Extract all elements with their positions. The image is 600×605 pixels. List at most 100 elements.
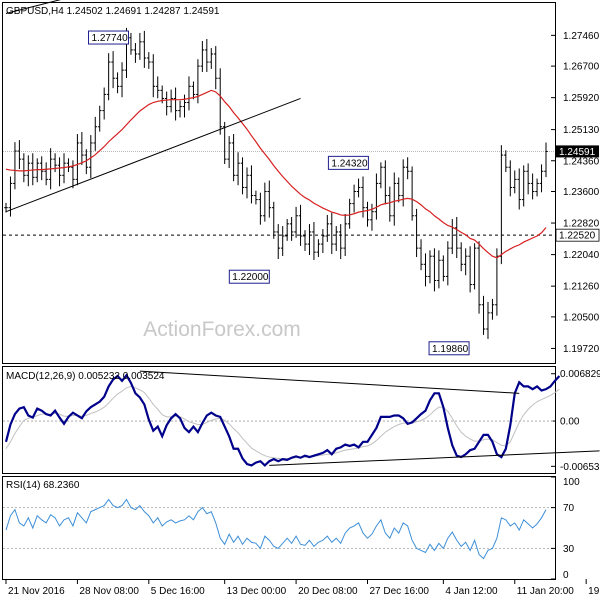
price-bar — [508, 160, 513, 197]
price-bar — [530, 173, 535, 200]
price-tick-label: 1.24360 — [563, 156, 600, 167]
rsi-lines — [5, 498, 547, 560]
moving-average-line — [5, 89, 547, 259]
price-bar — [343, 213, 347, 257]
price-bar — [276, 224, 281, 260]
price-reference-lines: 1.24591 1.22520 — [3, 145, 600, 242]
price-bar — [106, 53, 111, 101]
price-bars — [4, 27, 548, 339]
price-tick-label: 1.26700 — [563, 62, 600, 73]
rsi-tick-label: 70 — [563, 503, 575, 514]
price-bar — [454, 216, 459, 259]
annotation-box — [327, 155, 369, 170]
rsi-y-axis: 100 70 30 0 — [3, 476, 580, 581]
annotation-box — [228, 269, 270, 284]
annotation-box — [428, 341, 470, 356]
price-bar — [486, 301, 490, 339]
price-bar — [517, 168, 522, 210]
macd-upper — [139, 370, 520, 394]
price-bar — [374, 173, 379, 220]
price-bar — [446, 241, 450, 286]
x-tick-label: 11 Jan 20:00 — [517, 586, 575, 597]
price-bar — [477, 241, 481, 314]
price-bar — [57, 157, 62, 187]
price-bar — [205, 39, 209, 72]
price-bar — [316, 239, 321, 258]
price-bar — [151, 54, 156, 98]
price-bar — [258, 192, 263, 225]
price-bar — [133, 43, 138, 63]
price-tick-label: 1.22820 — [563, 219, 600, 230]
price-bar — [263, 182, 267, 222]
price-bar — [312, 222, 316, 261]
price-bar — [352, 184, 356, 213]
macd-lower — [269, 450, 600, 466]
rsi-tick-label: 0 — [563, 570, 569, 581]
price-bar — [441, 255, 446, 282]
price-bar — [396, 177, 401, 203]
price-bar — [209, 48, 214, 69]
price-bar — [236, 152, 240, 186]
price-bar — [419, 239, 423, 271]
price-bar — [169, 89, 173, 113]
current-price-box — [556, 145, 599, 158]
price-bar — [53, 153, 57, 173]
price-bar — [388, 186, 392, 222]
price-bar — [88, 135, 93, 179]
annotation-label: 1.27740 — [91, 33, 128, 44]
annotation-label: 1.22000 — [232, 272, 269, 283]
annotation: 1.22000 — [228, 269, 270, 284]
price-bar — [459, 242, 464, 272]
price-bar — [240, 157, 245, 195]
support-box — [555, 228, 600, 242]
price-bar — [4, 202, 8, 213]
x-tick-label: 5 Dec 16:00 — [151, 586, 205, 597]
channel-lower — [5, 97, 301, 213]
price-bar — [155, 76, 160, 99]
price-bar — [271, 201, 276, 239]
price-bar — [432, 248, 437, 292]
price-tick-label: 1.25920 — [563, 93, 600, 104]
annotation-box — [87, 30, 129, 45]
annotation: 1.24320 — [327, 155, 369, 170]
macd-tick-label: 0.006829 — [560, 369, 600, 380]
price-bar — [75, 134, 80, 186]
price-bar — [437, 250, 441, 289]
price-bar — [472, 243, 477, 290]
x-tick-label: 4 Jan 12:00 — [445, 586, 498, 597]
price-bar — [13, 142, 17, 190]
price-bar — [39, 156, 44, 181]
price-bar — [254, 190, 258, 205]
price-bar — [187, 76, 191, 111]
rsi-label: RSI(14) 68.2360 — [6, 480, 80, 491]
macd-tick-label: 0.00 — [560, 417, 580, 428]
price-bar — [231, 134, 236, 182]
price-bar — [138, 32, 142, 60]
price-tick-label: 1.22040 — [563, 250, 600, 261]
price-y-axis: 1.27460 1.26700 1.25920 1.25130 1.24360 1.236… — [551, 31, 600, 355]
annotation-label: 1.24320 — [331, 158, 368, 169]
price-tick-label: 1.19720 — [563, 344, 600, 355]
price-bar — [44, 162, 48, 186]
price-bar — [249, 165, 254, 204]
price-bar — [521, 165, 526, 207]
price-bar — [334, 226, 339, 251]
price-bar — [80, 132, 84, 165]
x-tick-label: 28 Nov 08:00 — [79, 586, 139, 597]
macd-label: MACD(12,26,9) 0.005232 0.003524 — [6, 371, 165, 382]
price-bar — [365, 201, 370, 227]
price-bar — [303, 230, 307, 251]
price-bar — [245, 167, 249, 199]
price-bar — [490, 298, 495, 320]
price-bar — [285, 219, 289, 241]
macd-lines — [4, 370, 600, 467]
price-bar — [267, 180, 272, 218]
price-bar — [392, 172, 397, 226]
price-tick-label: 1.21260 — [563, 282, 600, 293]
price-tick-label: 1.27460 — [563, 31, 600, 42]
price-bar — [512, 170, 517, 194]
price-bar — [227, 136, 231, 169]
price-bar — [17, 140, 22, 170]
price-bar — [222, 121, 227, 164]
